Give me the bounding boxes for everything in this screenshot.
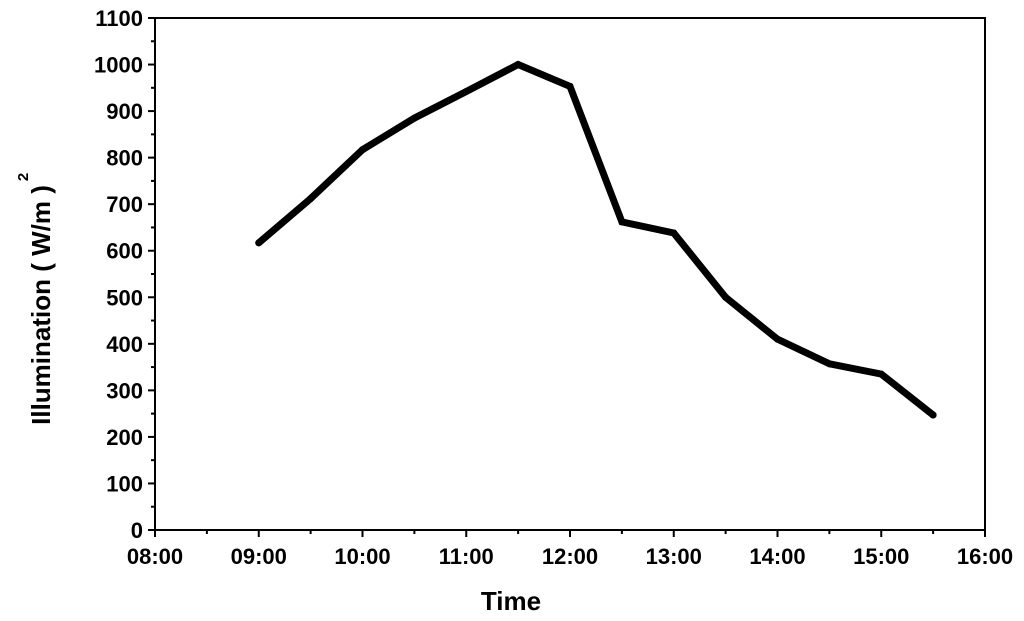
y-tick-label: 400: [106, 332, 143, 357]
y-tick-label: 700: [106, 192, 143, 217]
y-tick-label: 100: [106, 471, 143, 496]
y-tick-label: 600: [106, 239, 143, 264]
data-point: [825, 360, 833, 368]
data-point: [255, 239, 263, 247]
x-tick-label: 15:00: [853, 544, 909, 569]
x-tick-label: 13:00: [646, 544, 702, 569]
x-tick-label: 11:00: [439, 544, 494, 569]
x-tick-label: 09:00: [231, 544, 287, 569]
data-point: [514, 61, 522, 69]
data-point: [566, 82, 574, 90]
y-tick-label: 800: [106, 146, 143, 171]
y-tick-label: 500: [106, 285, 143, 310]
y-axis-title-group: Illumination ( W/m ) 2: [15, 173, 56, 425]
data-point: [618, 218, 626, 226]
y-tick-label: 0: [131, 518, 143, 543]
x-tick-label: 08:00: [127, 544, 183, 569]
x-tick-label: 16:00: [957, 544, 1013, 569]
data-point: [929, 411, 937, 419]
x-axis-ticks: 08:00 09:00 10:00 11:00 12:00 13:00 14:00 15:00…: [127, 530, 1013, 569]
series-group: [255, 60, 937, 419]
data-point: [462, 88, 470, 96]
y-tick-label: 200: [106, 425, 143, 450]
y-axis-title-superscript: 2: [15, 173, 32, 181]
data-point: [722, 293, 730, 301]
x-axis-title: Time: [481, 586, 541, 616]
y-axis-ticks: 0 100 200 300 400 500 600 700 800 900 1000 1100: [94, 6, 155, 543]
data-point: [307, 195, 315, 203]
y-tick-label: 1100: [95, 6, 143, 31]
data-point: [774, 335, 781, 343]
y-axis-title: Illumination ( W/m ): [26, 185, 56, 425]
data-point: [877, 370, 885, 378]
y-tick-label: 900: [106, 99, 143, 124]
x-tick-label: 10:00: [334, 544, 390, 569]
y-tick-label: 300: [106, 378, 143, 403]
data-point: [359, 146, 366, 154]
data-point: [670, 229, 678, 237]
x-tick-label: 14:00: [749, 544, 805, 569]
series-line: [255, 60, 937, 419]
y-tick-label: 1000: [94, 53, 143, 78]
x-tick-label: 12:00: [542, 544, 598, 569]
data-point: [410, 114, 418, 122]
